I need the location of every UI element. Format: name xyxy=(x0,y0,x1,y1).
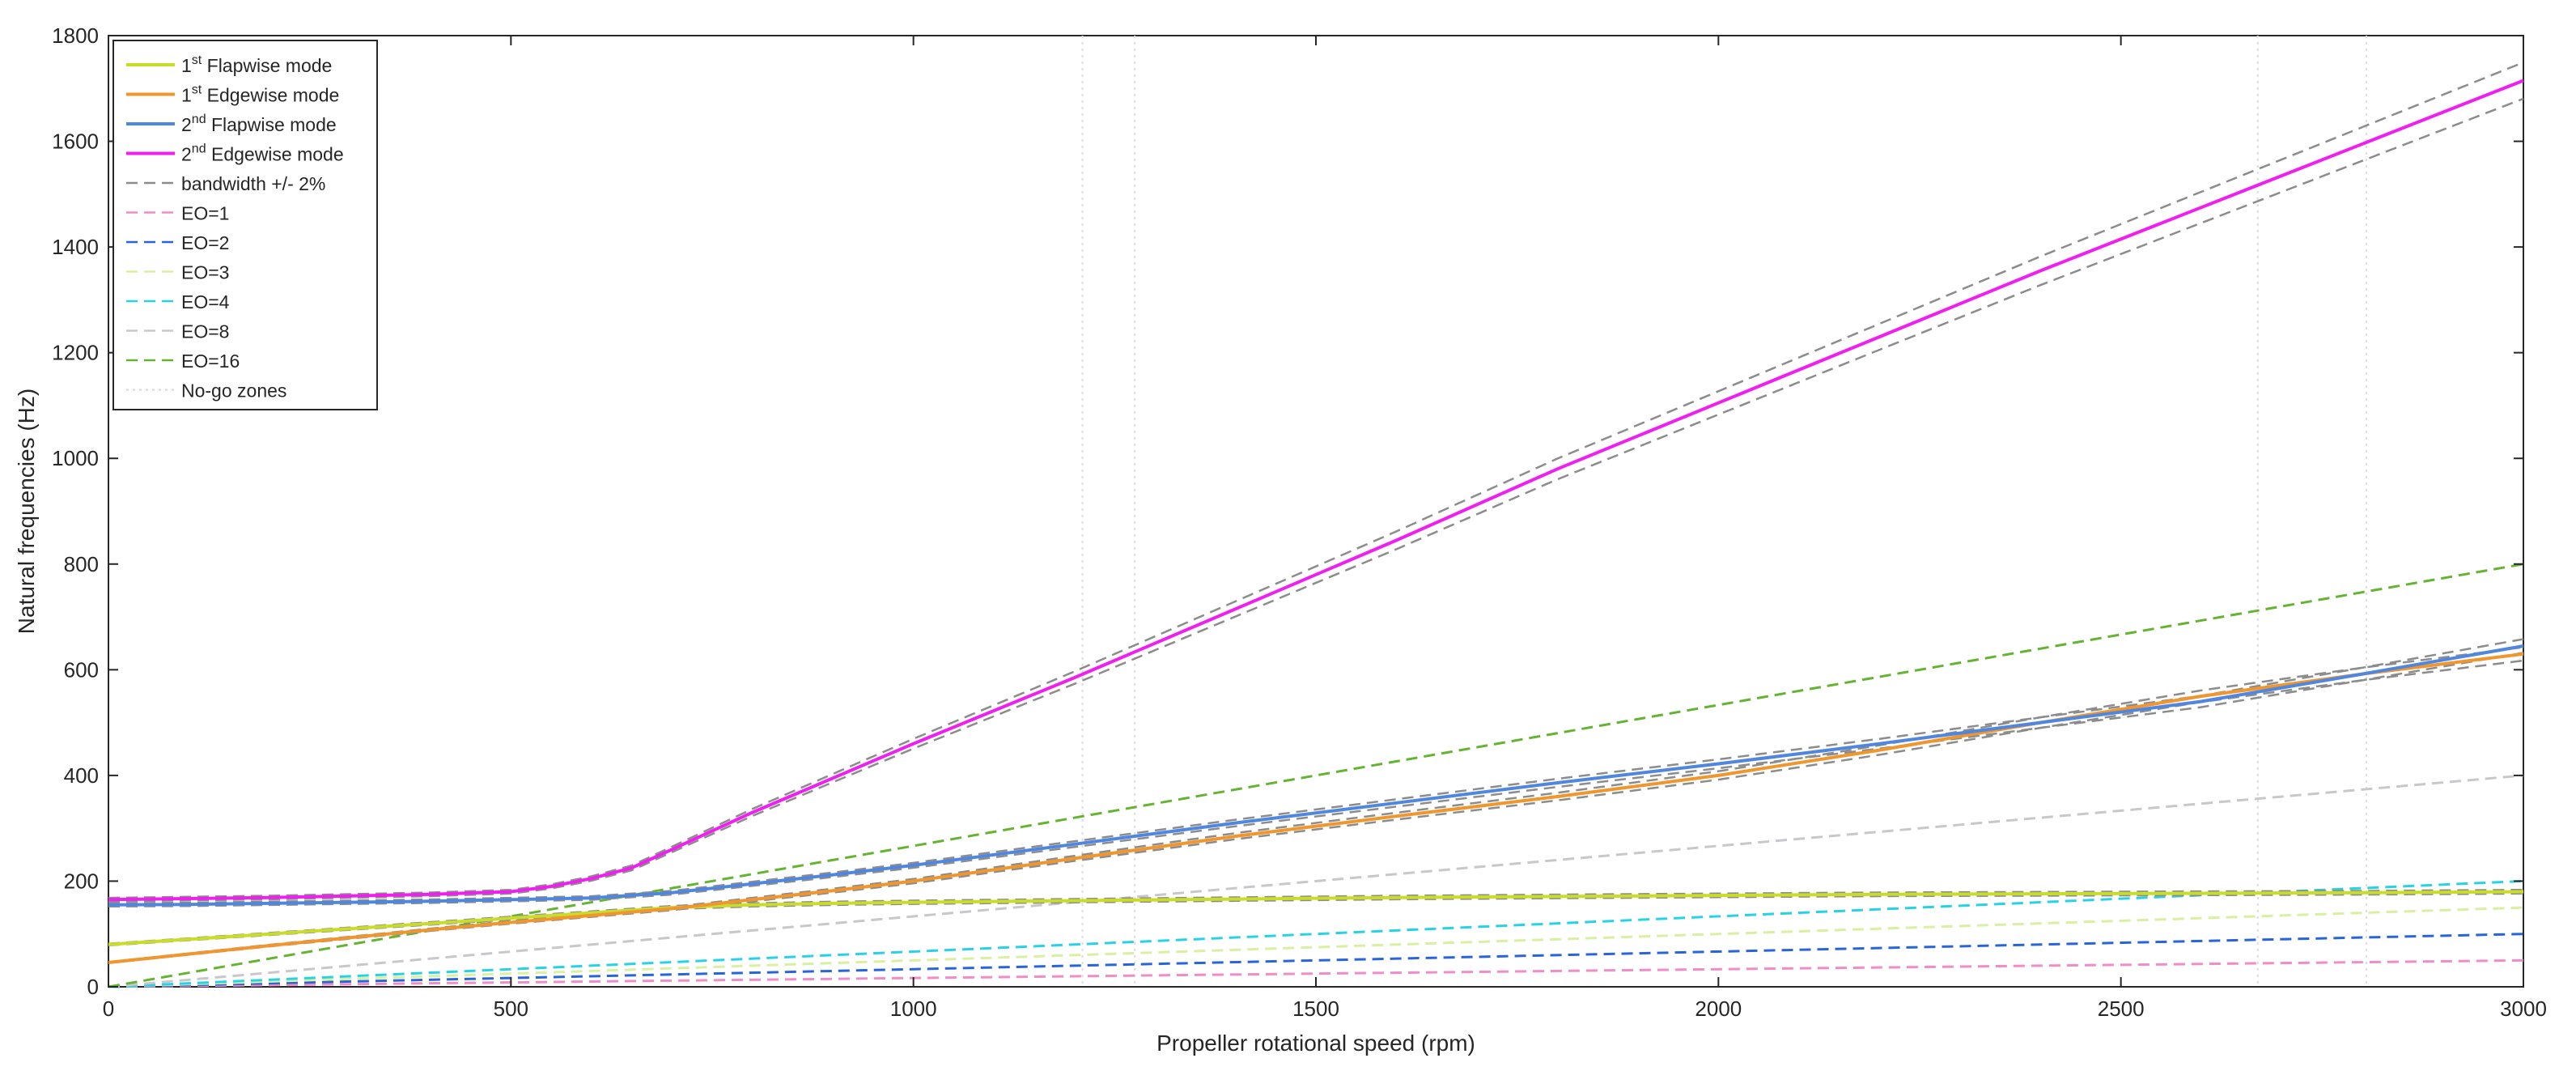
legend-label-eo16: EO=16 xyxy=(181,351,240,372)
y-tick-label: 0 xyxy=(87,975,99,999)
series-line-edge1 xyxy=(108,652,2524,964)
y-tick-label: 1000 xyxy=(52,446,99,470)
series-line-eo8 xyxy=(108,774,2524,988)
y-tick-label: 1600 xyxy=(52,130,99,154)
legend-label-eo4: EO=4 xyxy=(181,291,230,312)
legend-label-flap2: 2nd Flapwise mode xyxy=(181,113,337,135)
y-tick-label: 600 xyxy=(64,657,99,682)
legend-label-eo2: EO=2 xyxy=(181,232,229,253)
bandwidth-line-flap2-lower xyxy=(108,652,2524,908)
legend: 1st Flapwise mode 1st Edgewise mode 2nd Fl… xyxy=(112,40,378,410)
x-tick-label: 500 xyxy=(494,997,528,1021)
y-tick-label: 200 xyxy=(64,869,99,893)
x-tick-label: 2000 xyxy=(1695,997,1742,1021)
x-tick-label: 2500 xyxy=(2098,997,2145,1021)
x-tick-label: 1000 xyxy=(890,997,937,1021)
series-line-flap1 xyxy=(108,890,2524,946)
mode-lines-layer xyxy=(108,79,2524,964)
x-tick-label: 3000 xyxy=(2500,997,2547,1021)
x-tick-label: 1500 xyxy=(1292,997,1339,1021)
legend-label-bandwidth: bandwidth +/- 2% xyxy=(181,173,325,194)
axis-ticks-layer: 0 500 1000 1500 2000 2500 3000 0 200 400 600 800 100… xyxy=(52,23,2547,1021)
y-tick-label: 1400 xyxy=(52,235,99,259)
legend-label-flap1: 1st Flapwise mode xyxy=(181,53,332,76)
x-tick-label: 0 xyxy=(103,997,114,1021)
legend-label-eo3: EO=3 xyxy=(181,262,229,283)
bandwidth-line-flap2-upper xyxy=(108,638,2524,905)
legend-label-eo1: EO=1 xyxy=(181,203,229,224)
y-tick-label: 800 xyxy=(64,552,99,576)
series-line-flap2 xyxy=(108,644,2524,907)
bandwidth-line-edge2-lower xyxy=(108,97,2524,903)
bandwidth-line-edge2-upper xyxy=(108,61,2524,899)
plot-area: 0 500 1000 1500 2000 2500 3000 0 200 400 600 800 100… xyxy=(52,23,2547,1021)
legend-box xyxy=(112,40,378,410)
legend-label-eo8: EO=8 xyxy=(181,321,229,342)
y-tick-label: 1800 xyxy=(52,23,99,48)
y-tick-label: 400 xyxy=(64,763,99,788)
legend-label-nogo: No-go zones xyxy=(181,380,286,402)
legend-label-edge2: 2nd Edgewise mode xyxy=(181,142,344,165)
x-axis-label: Propeller rotational speed (rpm) xyxy=(1156,1031,1475,1056)
y-tick-label: 1200 xyxy=(52,341,99,365)
legend-label-edge1: 1st Edgewise mode xyxy=(181,83,339,106)
series-line-eo3 xyxy=(108,906,2524,988)
series-line-eo4 xyxy=(108,879,2524,988)
axes-box xyxy=(108,35,2524,988)
y-axis-label: Natural frequencies (Hz) xyxy=(14,389,39,634)
series-line-edge2 xyxy=(108,79,2524,902)
